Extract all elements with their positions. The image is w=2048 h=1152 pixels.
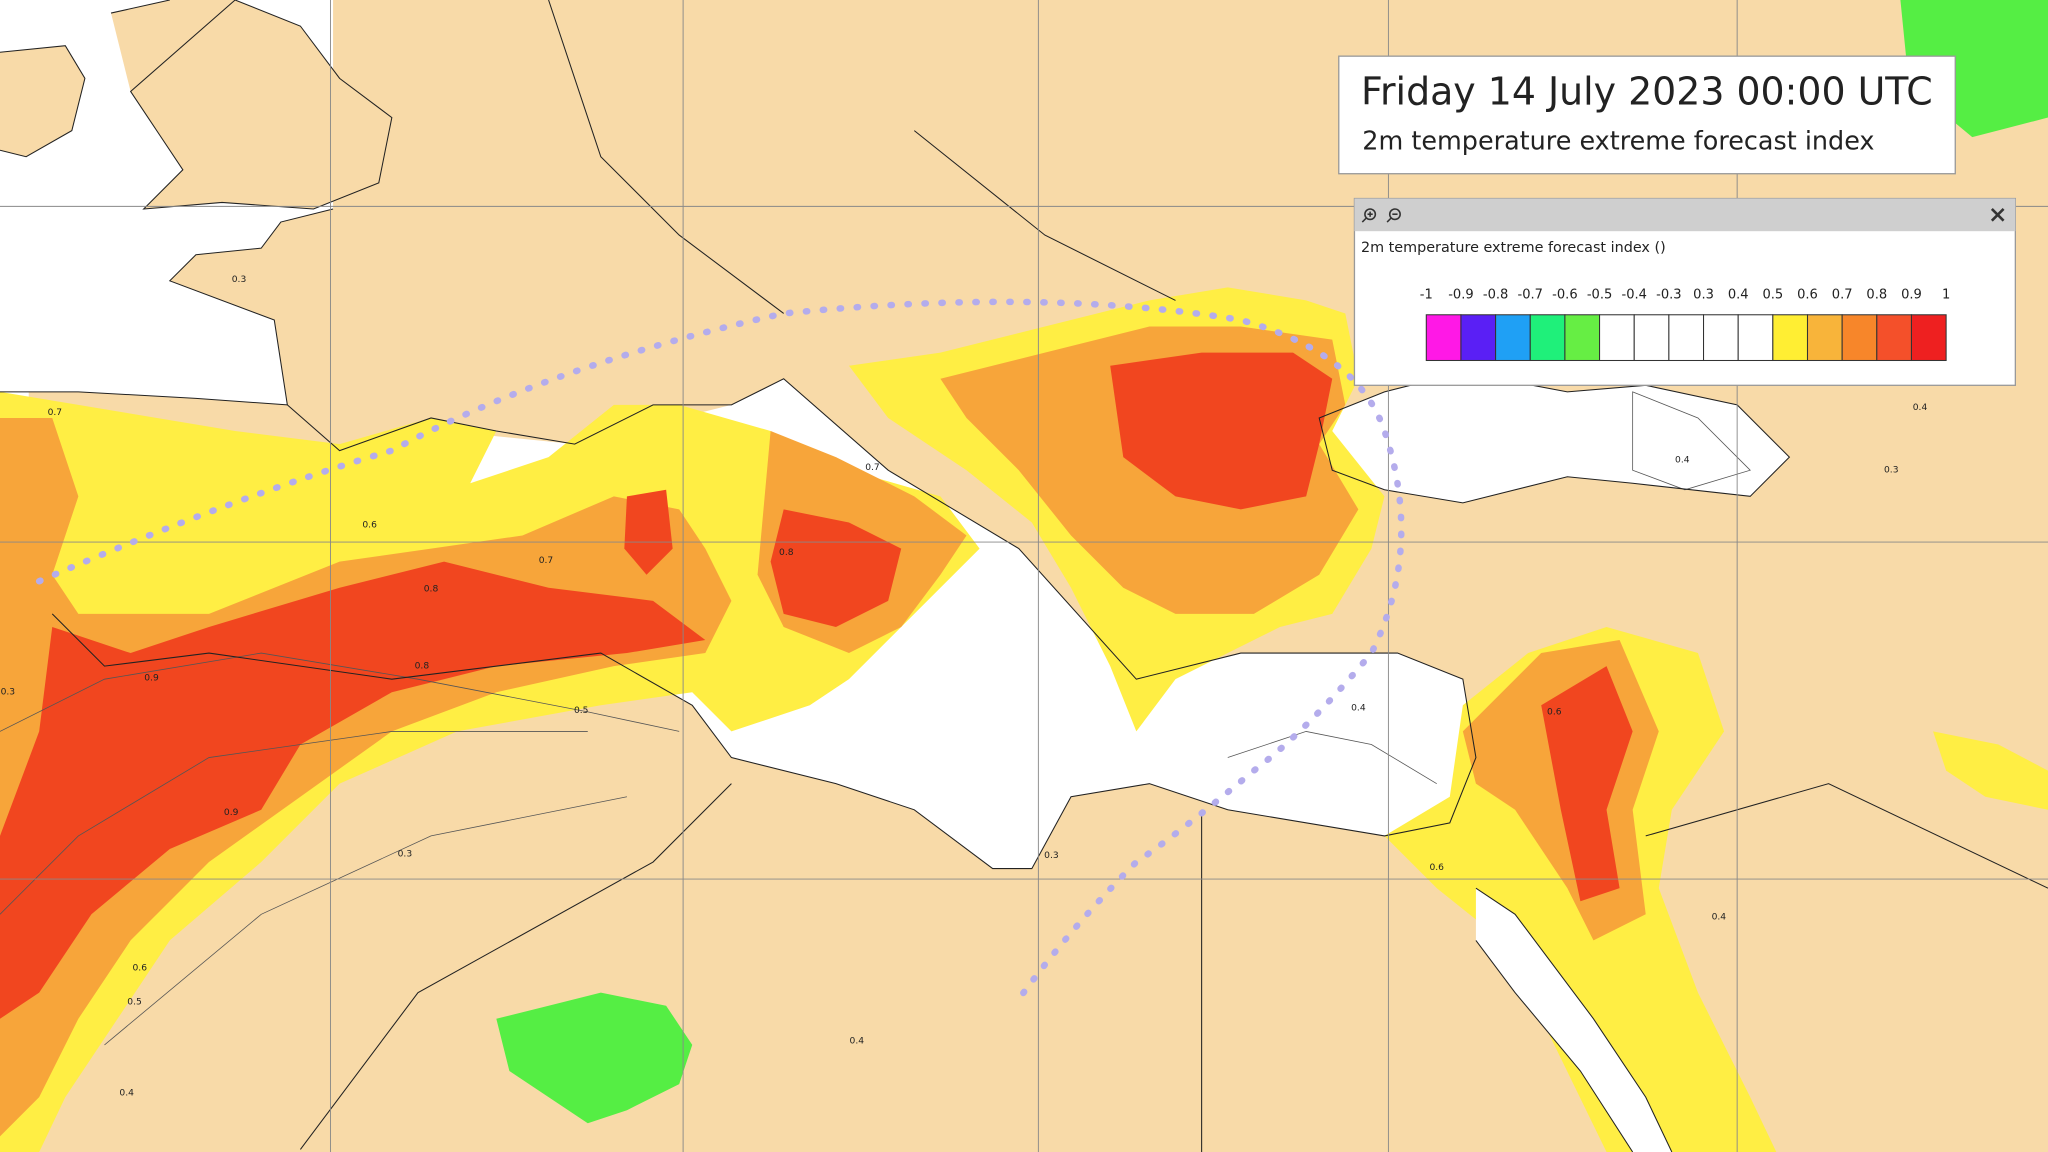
legend-panel: 2m temperature extreme forecast index ()… [1353,197,2016,386]
legend-swatch [1703,314,1739,362]
legend-tick-label: -0.8 [1483,288,1508,303]
legend-swatch [1425,314,1462,362]
contour-label: 0.4 [850,1036,865,1046]
legend-tick-label: 0.3 [1693,288,1714,303]
contour-label: 0.4 [1712,912,1727,922]
contour-label: 0.8 [415,662,430,672]
contour-label: 0.7 [539,556,554,566]
contour-label: 0.6 [1429,863,1444,873]
legend-swatch [1633,314,1670,362]
legend-swatch [1772,314,1809,362]
legend-tick-label: -0.3 [1656,288,1681,303]
close-button[interactable] [1990,208,2005,222]
contour-label: 0.7 [48,408,63,418]
contour-lines [0,391,1751,1046]
legend-swatch [1910,314,1947,362]
contour-label: 0.3 [398,850,413,860]
contour-label: 0.6 [1547,707,1562,717]
legend-title: 2m temperature extreme forecast index () [1361,240,1666,256]
legend-tick-label: -0.6 [1552,288,1577,303]
contour-label: 0.9 [224,808,239,818]
contour-label: 0.9 [144,673,159,683]
contour-label: 0.4 [119,1089,134,1099]
legend-tick-label: -0.4 [1621,288,1646,303]
legend-swatch [1806,314,1843,362]
legend-tick-label: 0.4 [1728,288,1749,303]
title-box-bg [1338,55,1956,175]
legend-swatch [1564,314,1601,362]
contour-label: 0.8 [424,585,439,595]
contour-label: 0.4 [1351,703,1366,713]
contour-label: 0.3 [1044,851,1059,861]
track-dots [35,298,1405,1003]
contour-label: 0.5 [127,997,142,1007]
contour-label: 0.4 [1913,403,1928,413]
contour-label: 0.6 [362,521,377,531]
legend-swatch [1737,314,1774,362]
legend-swatch [1841,314,1878,362]
legend-tick-label: -1 [1420,288,1433,303]
contour-labels: 0.3 0.7 0.6 0.7 0.8 0.9 0.8 0.5 0.9 0.3 0.6 0.5 0.4 0… [1,275,1928,1099]
legend-tick-label: -0.5 [1587,288,1612,303]
contour-label: 0.7 [865,463,880,473]
legend-tick-label: -0.9 [1448,288,1473,303]
legend-tick-label: 0.5 [1762,288,1783,303]
legend-tick-label: 0.9 [1901,288,1922,303]
contour-label: 0.5 [574,706,589,716]
map-subtitle: 2m temperature extreme forecast index [1362,126,1874,156]
legend-tick-label: 1 [1942,288,1950,303]
legend-swatch [1599,314,1635,362]
zoom-in-button[interactable] [1361,208,1377,223]
contour-label: 0.6 [132,963,147,973]
legend-tick-label: 0.6 [1797,288,1818,303]
legend-swatch [1529,314,1566,362]
land-masses [0,0,392,209]
contour-label: 0.4 [1675,455,1690,465]
legend-swatch [1460,314,1497,362]
legend-header [1354,198,2016,232]
legend-tick-label: 0.8 [1866,288,1887,303]
zoom-out-button[interactable] [1386,208,1401,223]
title-box: Friday 14 July 2023 00:00 UTC 2m tempera… [1338,55,1956,175]
map-title: Friday 14 July 2023 00:00 UTC [1361,70,1933,114]
contour-label: 0.3 [232,275,247,285]
contour-label: 0.3 [1884,466,1899,476]
legend-tick-label: 0.7 [1832,288,1853,303]
legend-swatch [1668,314,1705,362]
contour-label: 0.8 [779,548,794,558]
contour-label: 0.3 [1,688,16,698]
legend-swatch [1495,314,1531,362]
legend-tick-label: -0.7 [1518,288,1543,303]
legend-swatch [1876,314,1912,362]
